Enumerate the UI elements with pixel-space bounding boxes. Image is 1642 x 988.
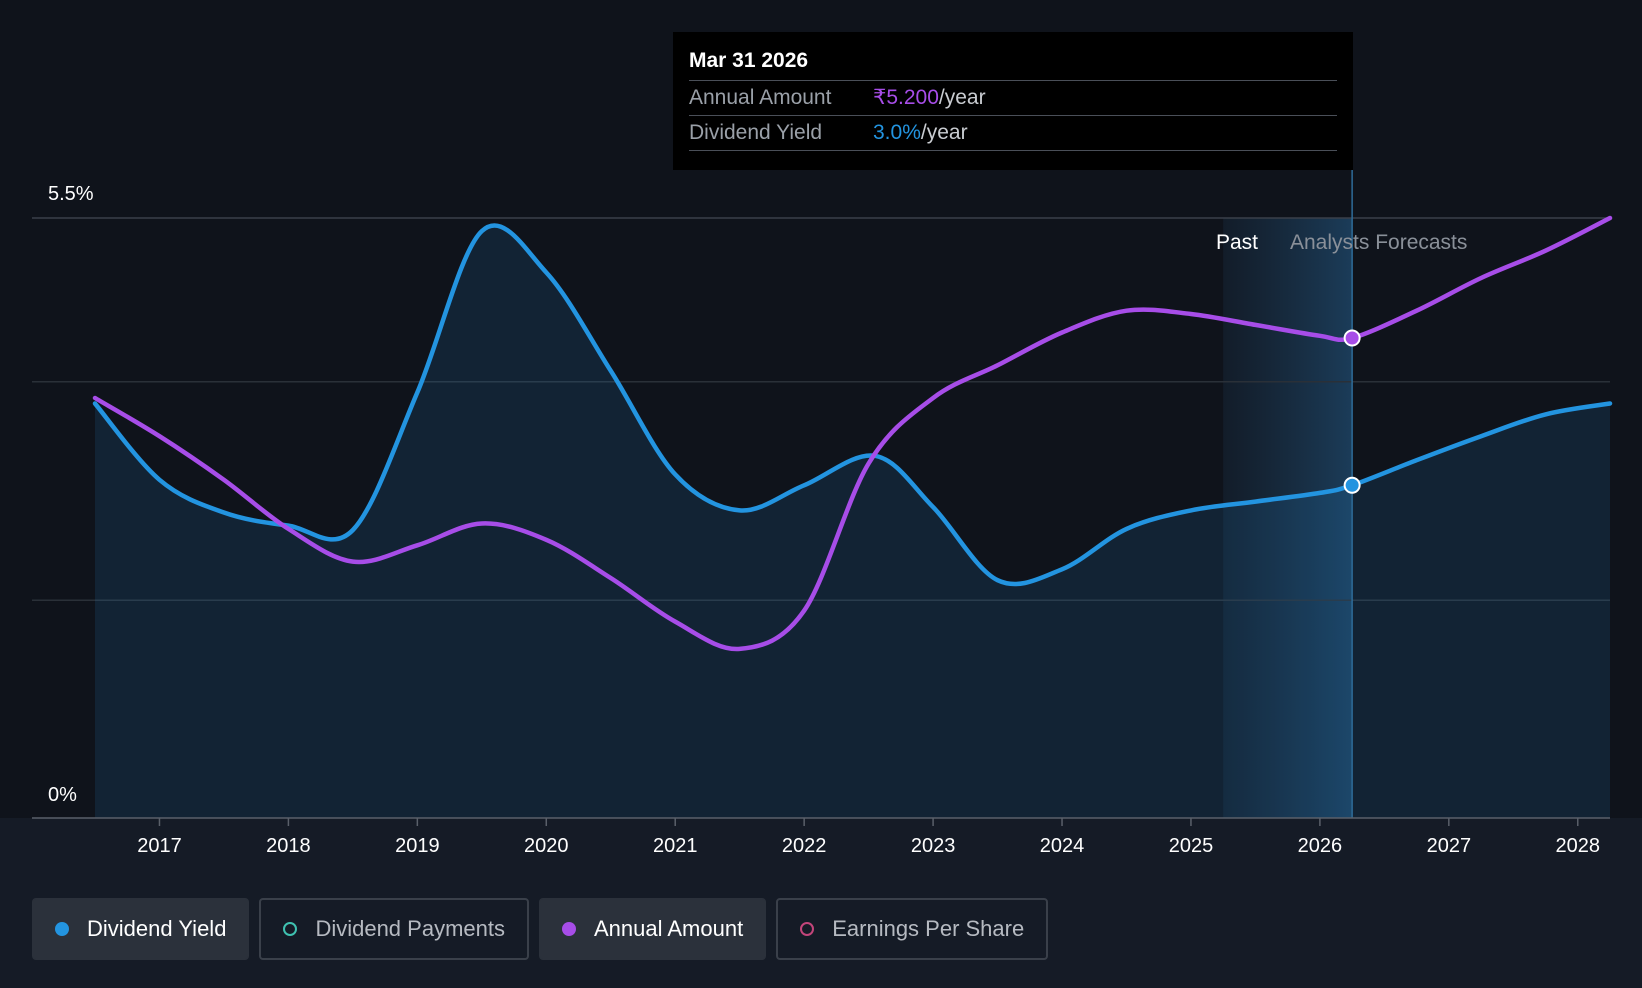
series-line-0 bbox=[92, 223, 1613, 587]
highlight-marker bbox=[1343, 329, 1361, 347]
x-tick-label: 2027 bbox=[1427, 835, 1472, 857]
tooltip-row-dividend-yield: Dividend Yield 3.0% /year bbox=[689, 115, 1337, 151]
x-tick-label: 2026 bbox=[1298, 835, 1343, 857]
x-tick-label: 2018 bbox=[266, 835, 311, 857]
x-tick-label: 2021 bbox=[653, 835, 698, 857]
tooltip: Mar 31 2026 Annual Amount ₹5.200 /year D… bbox=[673, 32, 1353, 170]
x-tick-label: 2020 bbox=[524, 835, 569, 857]
tooltip-label: Annual Amount bbox=[689, 86, 832, 109]
series-area-0 bbox=[95, 225, 1610, 818]
legend-label: Dividend Yield bbox=[87, 916, 227, 941]
tooltip-value: ₹5.200 bbox=[873, 86, 939, 109]
legend-item-annual-amount[interactable]: Annual Amount bbox=[538, 898, 767, 960]
legend-dot-icon bbox=[55, 922, 69, 936]
tooltip-value: 3.0% bbox=[873, 121, 921, 144]
x-tick-label: 2028 bbox=[1556, 835, 1601, 857]
legend-label: Dividend Payments bbox=[315, 916, 505, 941]
legend-dot-icon bbox=[561, 922, 576, 936]
x-tick-label: 2017 bbox=[137, 835, 182, 857]
legend-dot-icon bbox=[800, 922, 815, 936]
y-tick-top: 5.5% bbox=[48, 183, 94, 205]
highlight-marker bbox=[1343, 476, 1361, 494]
legend-dot-icon bbox=[283, 922, 298, 936]
legend-item-earnings-per-share[interactable]: Earnings Per Share bbox=[776, 898, 1049, 960]
x-tick-label: 2024 bbox=[1040, 835, 1085, 857]
tooltip-label: Dividend Yield bbox=[689, 121, 823, 144]
x-tick-label: 2023 bbox=[911, 835, 956, 857]
forecast-region-shade bbox=[1223, 218, 1353, 818]
x-tick-label: 2019 bbox=[395, 835, 440, 857]
y-tick-bottom: 0% bbox=[48, 784, 77, 806]
legend-item-dividend-payments[interactable]: Dividend Payments bbox=[259, 898, 529, 960]
forecast-label: Analysts Forecasts bbox=[1290, 231, 1467, 254]
tooltip-unit: /year bbox=[938, 86, 986, 109]
tooltip-row-annual-amount: Annual Amount ₹5.200 /year bbox=[689, 80, 1337, 115]
legend: Dividend Yield Dividend Payments Annual … bbox=[32, 898, 1058, 960]
legend-label: Annual Amount bbox=[593, 916, 744, 941]
tooltip-unit: /year bbox=[920, 121, 968, 144]
x-tick-label: 2025 bbox=[1169, 835, 1214, 857]
legend-item-dividend-yield[interactable]: Dividend Yield bbox=[32, 898, 250, 960]
legend-label: Earnings Per Share bbox=[832, 916, 1025, 941]
tooltip-date: Mar 31 2026 bbox=[689, 49, 809, 72]
past-label: Past bbox=[1216, 231, 1258, 254]
x-tick-label: 2022 bbox=[782, 835, 827, 857]
